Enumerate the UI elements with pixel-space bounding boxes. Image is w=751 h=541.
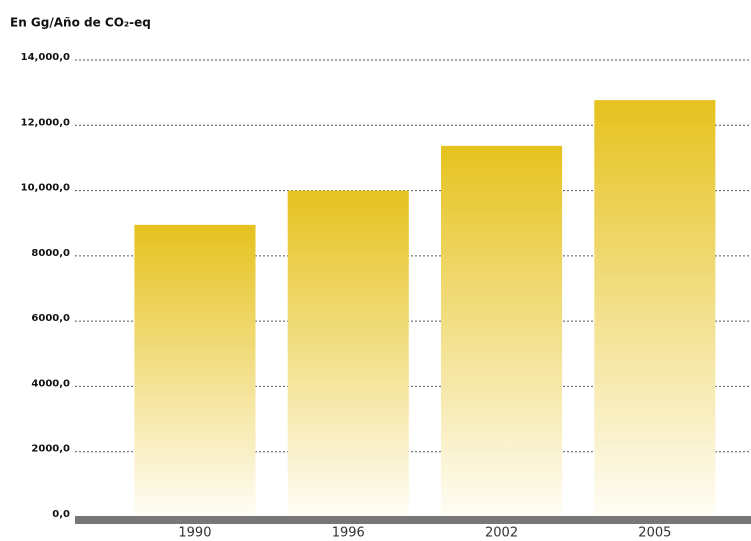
y-tick-label: 6000,0 (31, 313, 70, 324)
x-tick-label: 1990 (178, 526, 211, 541)
x-axis-baseline (75, 516, 751, 524)
y-tick-label: 14,000,0 (21, 52, 70, 63)
y-tick-label: 0,0 (52, 509, 70, 520)
y-tick-label: 10,000,0 (21, 183, 70, 194)
chart-title: En Gg/Año de CO₂-eq (10, 16, 151, 30)
y-tick-label: 8000,0 (31, 248, 70, 259)
y-tick-label: 2000,0 (31, 444, 70, 455)
y-tick-label: 4000,0 (31, 378, 70, 389)
y-tick-label: 12,000,0 (21, 117, 70, 128)
bar (287, 190, 409, 518)
bar (440, 145, 563, 517)
bar (594, 100, 716, 518)
x-tick-label: 2002 (485, 526, 518, 541)
x-tick-label: 1996 (332, 526, 365, 541)
bar (134, 224, 256, 517)
x-tick-label: 2005 (638, 526, 671, 541)
